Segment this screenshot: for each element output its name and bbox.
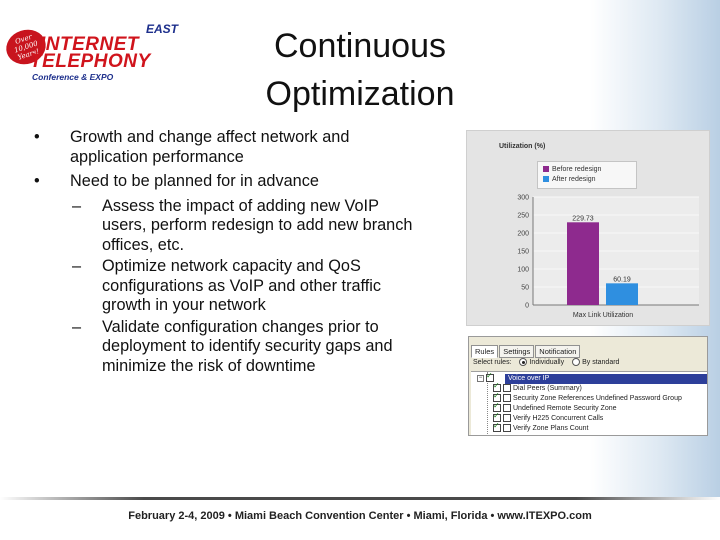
sub-bullet-text: Assess the impact of adding new VoIP use… [102, 196, 413, 254]
tab-settings[interactable]: Settings [499, 345, 535, 358]
tree-item-label: Dial Peers (Summary) [513, 385, 582, 392]
bullet-mark: • [34, 128, 40, 146]
bullet-text: Need to be planned for in advance [70, 172, 319, 190]
slide-title-line-1: Continuous [273, 27, 446, 65]
tree-item[interactable]: Security Zone References Undefined Passw… [493, 391, 682, 404]
y-tick-label: 50 [521, 285, 529, 292]
radio-by-standard-label: By standard [582, 358, 620, 366]
tree-item-label: Verify H225 Concurrent Calls [513, 415, 604, 422]
bullet-text: Growth and change affect network and app… [70, 128, 350, 166]
sub-bullet-item: – Assess the impact of adding new VoIP u… [34, 197, 424, 256]
rule-icon [503, 424, 511, 433]
radio-individually-label: Individually [529, 358, 565, 366]
x-axis-label: Max Link Utilization [573, 312, 633, 319]
tree-checkbox[interactable] [493, 421, 501, 433]
sub-bullet-text: Validate configuration changes prior to … [102, 317, 393, 375]
legend-label-after: After redesign [552, 176, 596, 183]
slide-title: Continuous Optimization [200, 22, 520, 118]
sub-bullet-item: – Validate configuration changes prior t… [34, 318, 424, 377]
sub-bullet-item: – Optimize network capacity and QoS conf… [34, 257, 424, 316]
y-tick-label: 0 [525, 303, 529, 310]
y-tick-label: 200 [517, 231, 529, 238]
logo-line-3: Conference & EXPO [32, 72, 114, 82]
select-rules-row: Select rules: Individually By standard [473, 358, 619, 366]
sub-bullet-mark: – [72, 317, 82, 336]
footer-text: February 2-4, 2009 • Miami Beach Convent… [128, 510, 592, 522]
select-rules-label: Select rules: [473, 358, 512, 366]
rules-tabs: Rules Settings Notification [471, 341, 581, 358]
utilization-chart-panel: Utilization (%) Before redesign After re… [466, 130, 710, 326]
tree-expander-row: − [477, 371, 496, 384]
radio-by-standard[interactable] [572, 358, 581, 366]
bullet-list: • Growth and change affect network and a… [34, 128, 424, 378]
footer-divider [0, 497, 720, 500]
legend-swatch-after [543, 176, 549, 183]
itexpo-logo: Over 10,000 Years! EAST INTERNET TELEPHO… [1, 18, 184, 88]
logo-region: EAST [145, 22, 178, 36]
sub-bullet-mark: – [72, 196, 82, 215]
rules-panel: Rules Settings Notification Select rules: … [468, 336, 708, 436]
slide-title-line-2: Optimization [265, 75, 455, 113]
chart-title: Utilization (%) [499, 143, 546, 150]
tree-item[interactable]: Verify Zone Plans Count [493, 421, 589, 434]
chart-legend: Before redesign After redesign [537, 161, 637, 189]
tree-item-label: Undefined Remote Security Zone [513, 405, 617, 412]
legend-item-before: Before redesign [543, 166, 601, 173]
sub-bullet-mark: – [72, 257, 82, 275]
bullet-mark: • [34, 172, 40, 190]
tree-item-label: Verify Zone Plans Count [513, 425, 589, 432]
tree-item-label: Security Zone References Undefined Passw… [513, 395, 682, 402]
data-label: 60.19 [613, 276, 631, 283]
y-tick-label: 100 [517, 267, 529, 274]
bar-after [606, 283, 638, 305]
tree-guide-line [487, 372, 488, 435]
rule-icon [503, 394, 511, 403]
tree-item[interactable]: Dial Peers (Summary) [493, 381, 582, 394]
tree-item-root[interactable]: Voice over IP [505, 374, 707, 384]
rule-icon [503, 384, 511, 393]
y-tick-label: 250 [517, 213, 529, 220]
tree-item[interactable]: Verify H225 Concurrent Calls [493, 411, 604, 424]
utilization-chart: 300 250 200 150 100 50 0 229.73 60.19 Max Link Ut… [517, 195, 699, 319]
sub-bullet-text: Optimize network capacity and QoS config… [102, 257, 382, 314]
tree-expander-icon[interactable]: − [477, 374, 484, 382]
bar-before [567, 222, 599, 305]
tree-checkbox-root[interactable] [486, 371, 494, 383]
logo-line-2: TELEPHONY [30, 51, 151, 72]
bullet-item: • Need to be planned for in advance [34, 172, 424, 192]
data-label: 229.73 [572, 215, 594, 222]
rule-icon [503, 404, 511, 413]
legend-item-after: After redesign [543, 176, 596, 183]
tree-item[interactable]: Undefined Remote Security Zone [493, 401, 617, 414]
rules-tree: − Voice over IP Dial Peers (Summary) Sec… [471, 371, 707, 435]
y-tick-label: 300 [517, 195, 529, 202]
rule-icon [503, 414, 511, 423]
tab-notification[interactable]: Notification [535, 345, 581, 358]
logo-line-1: INTERNET [40, 34, 139, 55]
radio-individually[interactable] [519, 358, 528, 366]
legend-swatch-before [543, 166, 549, 173]
y-tick-label: 150 [517, 249, 529, 256]
bullet-item: • Growth and change affect network and a… [34, 128, 424, 167]
tab-rules[interactable]: Rules [471, 345, 499, 358]
legend-label-before: Before redesign [552, 166, 602, 173]
